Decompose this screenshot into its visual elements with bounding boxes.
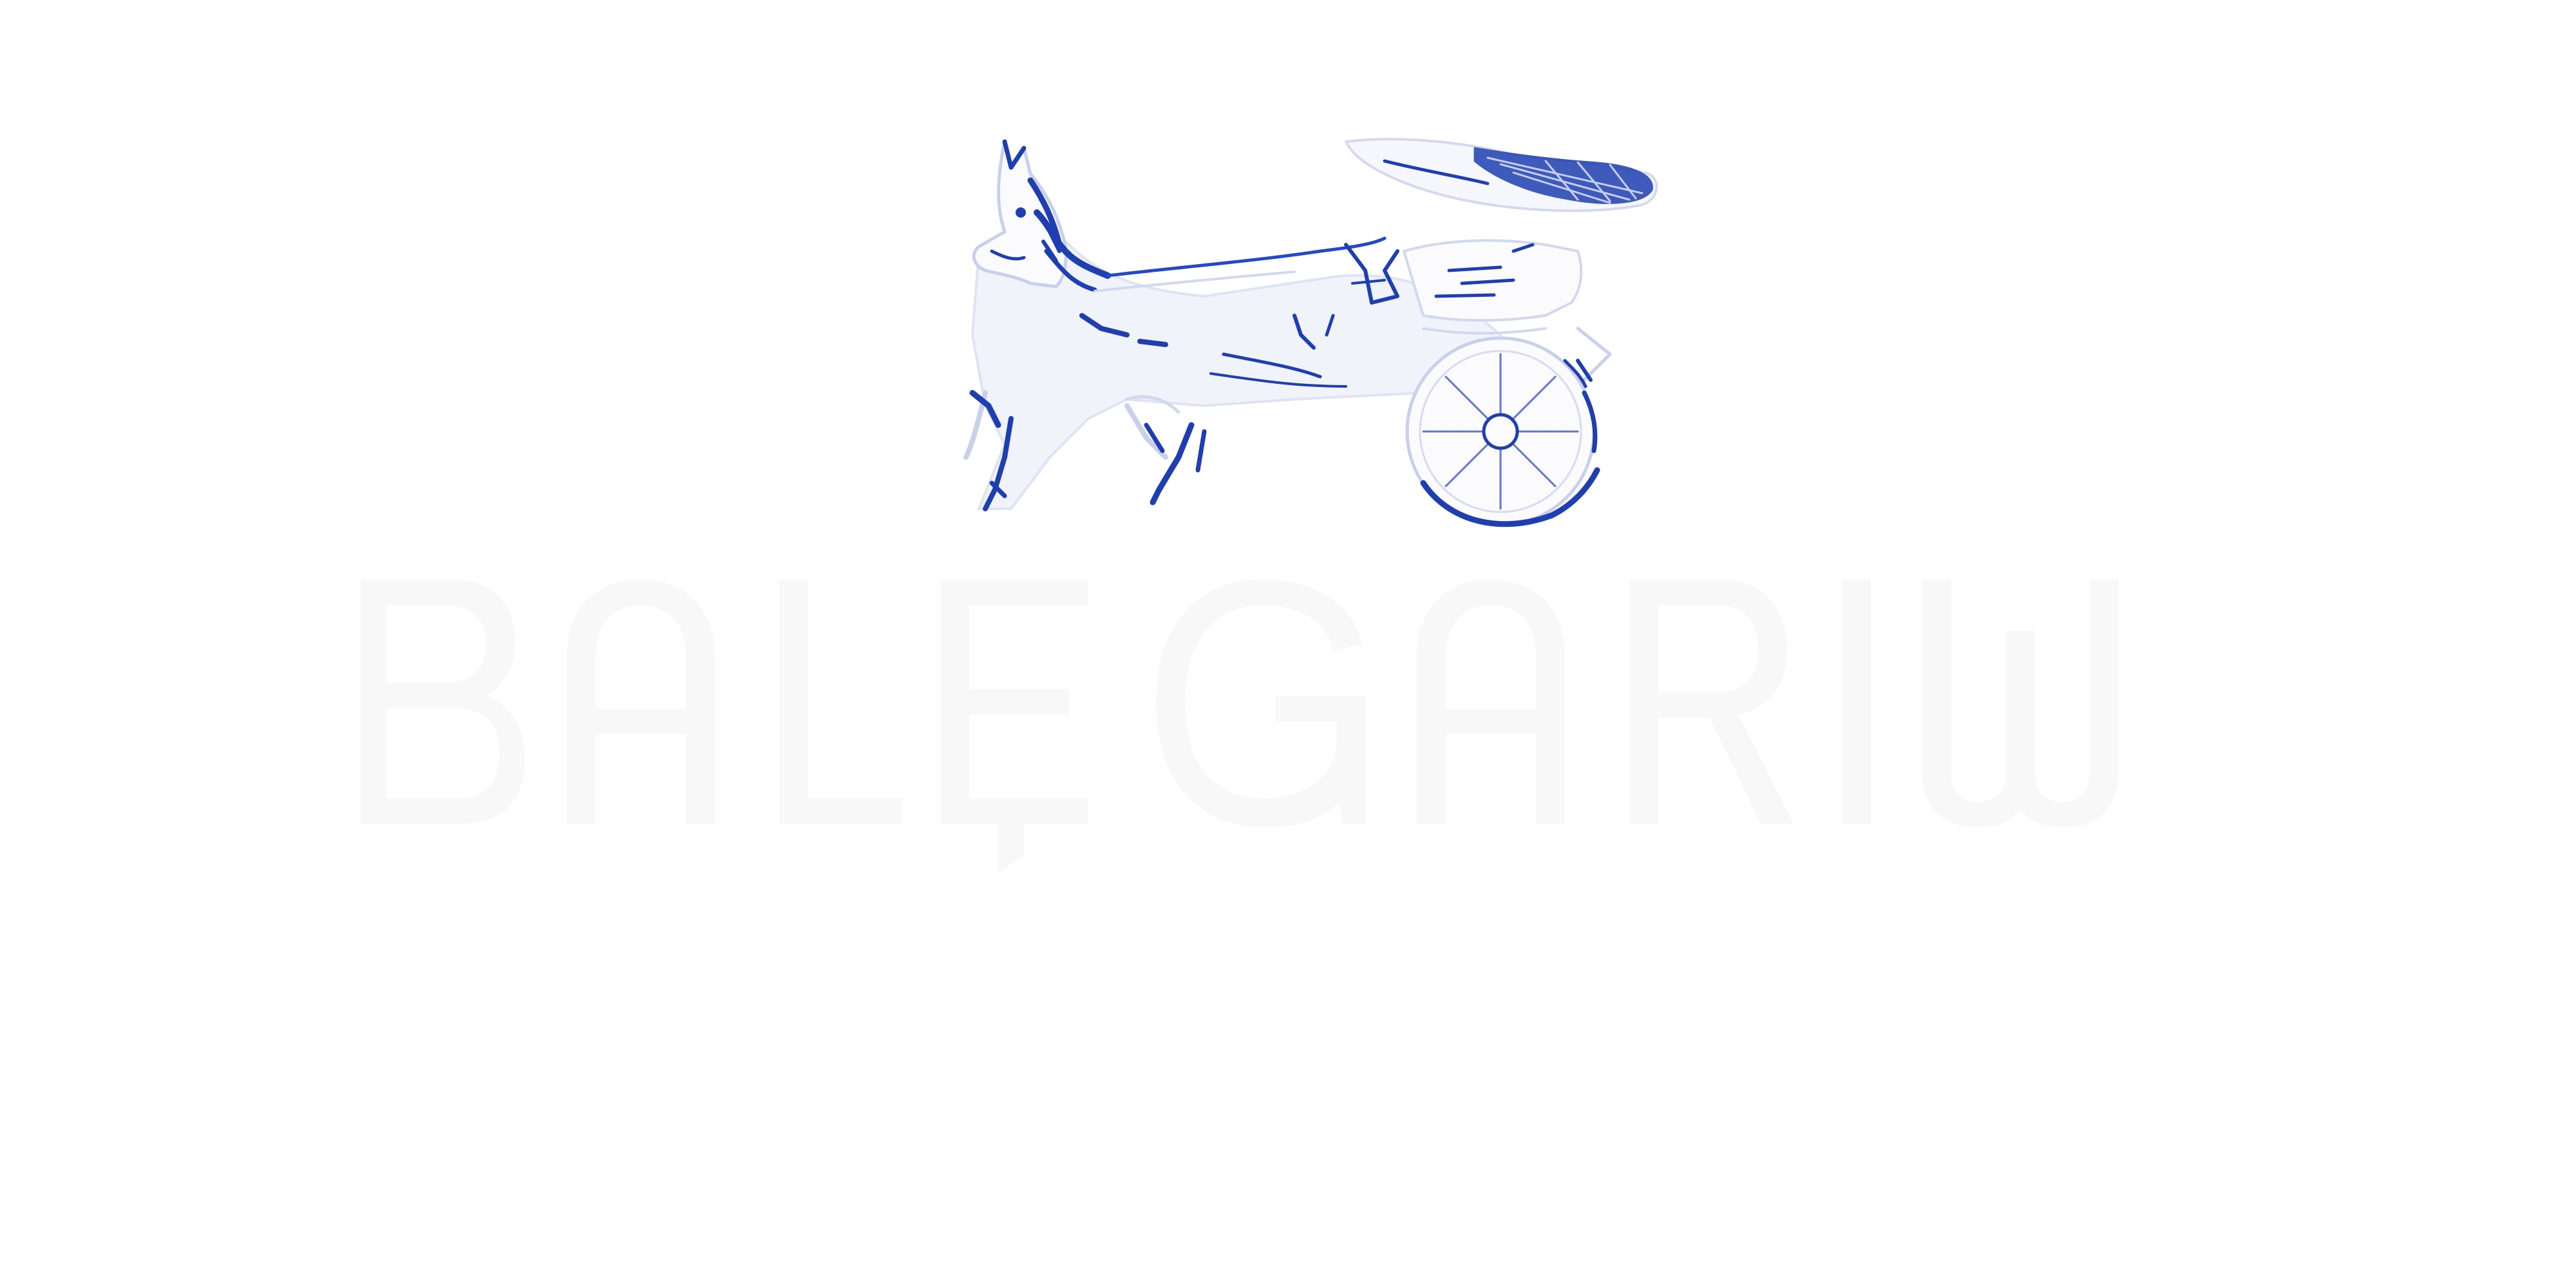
- wordmark: [361, 580, 2119, 876]
- horse-carriage-icon: [963, 138, 1658, 527]
